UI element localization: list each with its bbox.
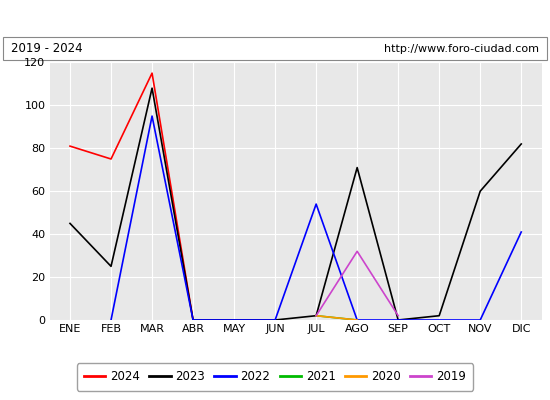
Legend: 2024, 2023, 2022, 2021, 2020, 2019: 2024, 2023, 2022, 2021, 2020, 2019 bbox=[77, 364, 473, 390]
Text: 2019 - 2024: 2019 - 2024 bbox=[11, 42, 82, 55]
Text: Evolucion Nº Turistas Extranjeros en el municipio de Bellús: Evolucion Nº Turistas Extranjeros en el … bbox=[50, 12, 500, 28]
Text: http://www.foro-ciudad.com: http://www.foro-ciudad.com bbox=[384, 44, 539, 54]
